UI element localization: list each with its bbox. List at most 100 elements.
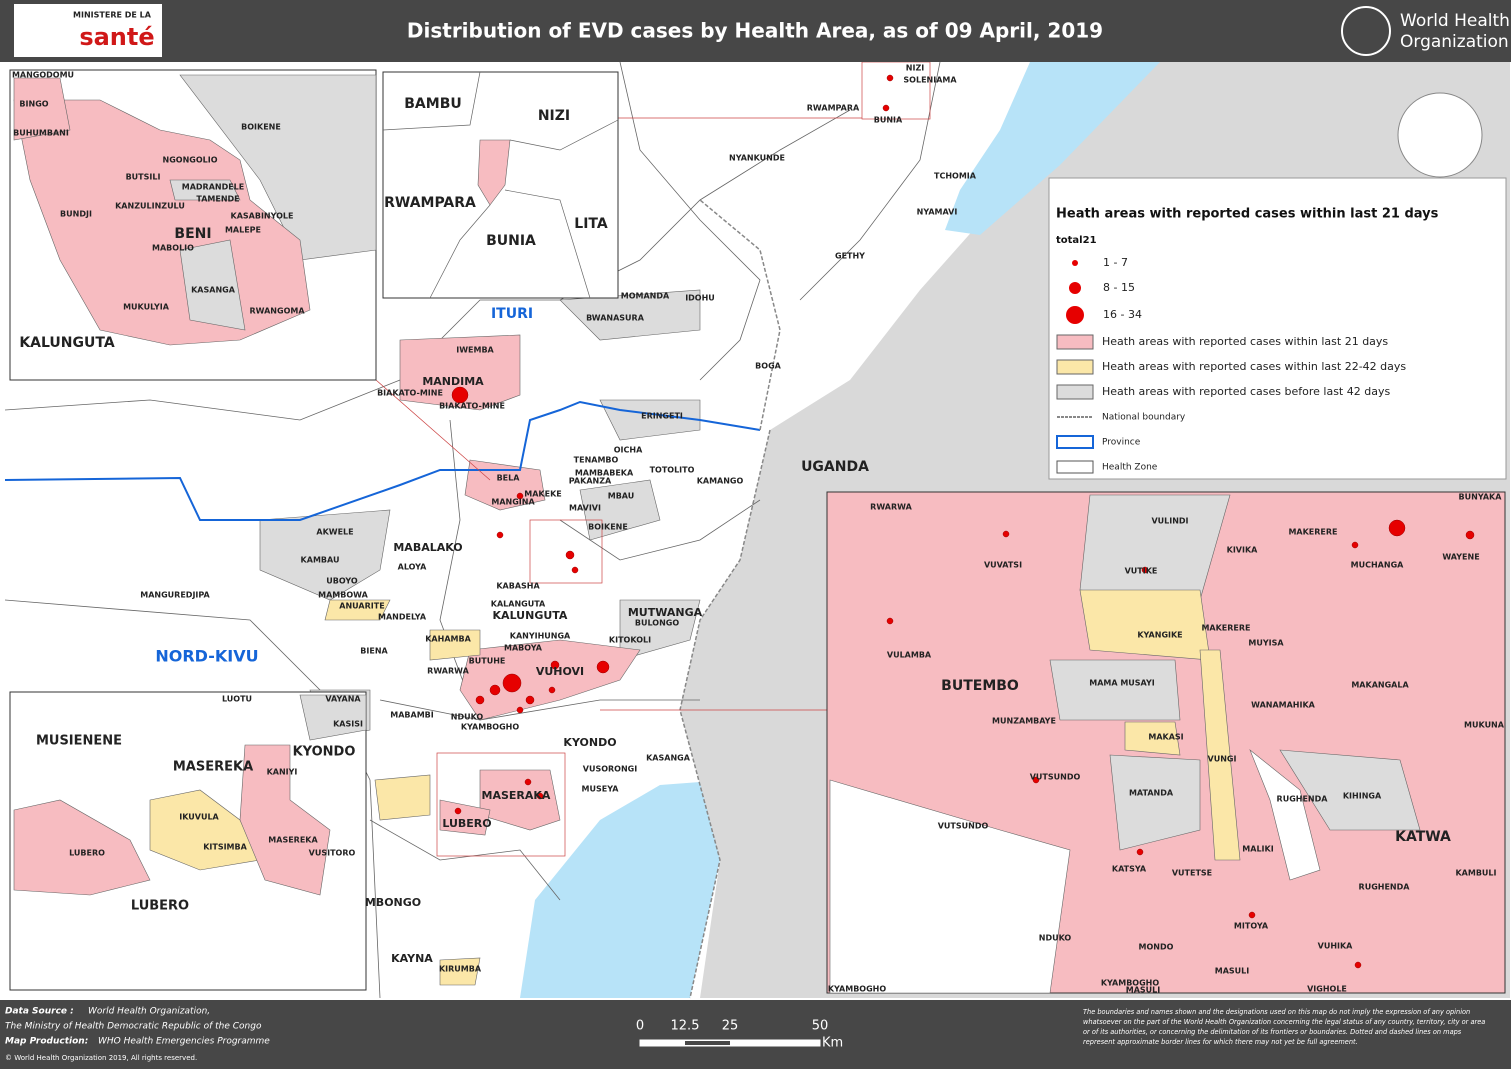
place-label: MUKUNA <box>1464 721 1505 730</box>
place-label: MANGUREDJIPA <box>140 591 210 600</box>
place-label: MALIKI <box>1242 845 1273 854</box>
place-label: KANZULINZULU <box>115 202 185 211</box>
place-label: KALUNGUTA <box>19 335 115 351</box>
place-label: KIRUMBA <box>439 965 482 974</box>
place-label: MADRANDELE <box>182 183 245 192</box>
legend-dot <box>1072 260 1078 266</box>
place-label: MANGINA <box>491 498 535 507</box>
place-label: GETHY <box>835 252 865 261</box>
title: Distribution of EVD cases by Health Area… <box>407 19 1103 43</box>
place-label: MANDELYA <box>378 613 427 622</box>
legend-swatch <box>1056 435 1094 449</box>
place-label: MABOLIO <box>152 244 194 253</box>
place-label: KAHAMBA <box>425 635 471 644</box>
place-label: MASULI <box>1126 986 1161 995</box>
place-label: BOGA <box>755 362 781 371</box>
place-label: MUSIENENE <box>36 734 122 749</box>
national-boundary <box>679 429 771 999</box>
who-line2: Organization <box>1400 32 1509 52</box>
place-label: BENI <box>174 226 211 242</box>
national-boundary <box>699 199 781 431</box>
place-label: BUHUMBANI <box>13 129 69 138</box>
inset-butembo <box>826 491 1506 994</box>
place-label: LUOTU <box>222 695 252 704</box>
place-label: UGANDA <box>801 459 869 475</box>
place-label: MABAMBI <box>390 711 434 720</box>
ministry-top: MINISTERE DE LA <box>73 11 152 20</box>
place-label: MBAU <box>608 492 635 501</box>
place-label: NGONGOLIO <box>163 156 218 165</box>
place-label: MALEPE <box>225 226 261 235</box>
legend-swatch <box>1056 384 1094 400</box>
place-label: NYAMAVI <box>917 208 958 217</box>
place-label: VULAMBA <box>887 651 932 660</box>
place-label: KASANGA <box>646 754 691 763</box>
place-label: VUHIKA <box>1318 942 1354 951</box>
legend-label: 1 - 7 <box>1103 256 1128 269</box>
place-label: LUBERO <box>442 817 491 830</box>
place-label: KAMBULI <box>1455 869 1496 878</box>
place-label: RWARWA <box>427 667 469 676</box>
place-label: KYAMBOGHO <box>461 723 520 732</box>
place-label: WAYENE <box>1442 553 1479 562</box>
place-label: MASEREKA <box>173 760 253 775</box>
place-label: MUKULYIA <box>123 303 170 312</box>
place-label: LUBERO <box>131 899 189 914</box>
production: WHO Health Emergencies Programme <box>98 1037 270 1047</box>
place-label: VUTSUNDO <box>938 822 989 831</box>
place-label: ERINGETI <box>641 412 683 421</box>
place-label: MANGODOMU <box>12 71 74 80</box>
place-label: KAMANGO <box>697 477 744 486</box>
place-label: KALUNGUTA <box>493 609 568 622</box>
legend-subtitle: total21 <box>1056 235 1097 246</box>
inset-beni <box>9 69 377 381</box>
place-label: MANDIMA <box>422 375 484 388</box>
place-label: BUNIA <box>874 116 903 125</box>
place-label: LITA <box>574 216 608 232</box>
place-label: RWANGOMA <box>249 307 305 316</box>
disclaimer: The boundaries and names shown and the d… <box>1083 1008 1486 1046</box>
place-label: MITOYA <box>1234 922 1269 931</box>
place-label: BWANASURA <box>586 314 645 323</box>
place-label: KATSYA <box>1112 865 1147 874</box>
scale-label: 12.5 <box>671 1019 700 1034</box>
place-label: RWAMPARA <box>384 195 476 211</box>
place-label: VUNGI <box>1208 755 1237 764</box>
place-label: MAMBABEKA <box>575 469 634 478</box>
place-label: MABALAKO <box>393 541 462 554</box>
place-label: MONDO <box>1139 943 1174 952</box>
place-label: MAKASI <box>1148 733 1183 742</box>
ministry-logo <box>14 4 162 57</box>
scale-label: 0 <box>636 1019 644 1034</box>
place-label: KANYIHUNGA <box>510 632 571 641</box>
place-label: KABASHA <box>496 582 540 591</box>
case-dots <box>451 74 894 815</box>
legend-label: National boundary <box>1102 413 1186 423</box>
legend-label: 16 - 34 <box>1103 308 1142 321</box>
place-label: KYONDO <box>293 745 356 760</box>
place-label: MUSEYA <box>582 785 620 794</box>
place-label: KYAMBOGHO <box>828 985 887 994</box>
place-label: VIGHOLE <box>1307 985 1347 994</box>
legend <box>1048 177 1507 480</box>
lake-albert <box>945 62 1160 235</box>
place-label: KATWA <box>1395 829 1451 845</box>
place-label: VAYANA <box>325 695 361 704</box>
place-label: RWARWA <box>870 503 912 512</box>
place-label: BIAKATO-MINE <box>377 389 443 398</box>
place-label: NIZI <box>906 64 924 73</box>
inset-frames <box>375 61 931 857</box>
place-label: VUTIKE <box>1125 567 1158 576</box>
legend-label: Province <box>1102 438 1141 448</box>
place-label: KASABINYOLE <box>231 212 294 221</box>
place-label: KIVIKA <box>1227 546 1259 555</box>
place-label: BUTEMBO <box>941 678 1019 694</box>
place-label: ANUARITE <box>339 602 384 611</box>
place-label: BIENA <box>360 647 388 656</box>
who-line1: World Health <box>1400 11 1510 31</box>
place-label: VUSORONGI <box>583 765 637 774</box>
place-label: TENAMBO <box>574 456 619 465</box>
place-label: KYAMBOGHO <box>1101 979 1160 988</box>
place-label: PAKANZA <box>569 477 612 486</box>
